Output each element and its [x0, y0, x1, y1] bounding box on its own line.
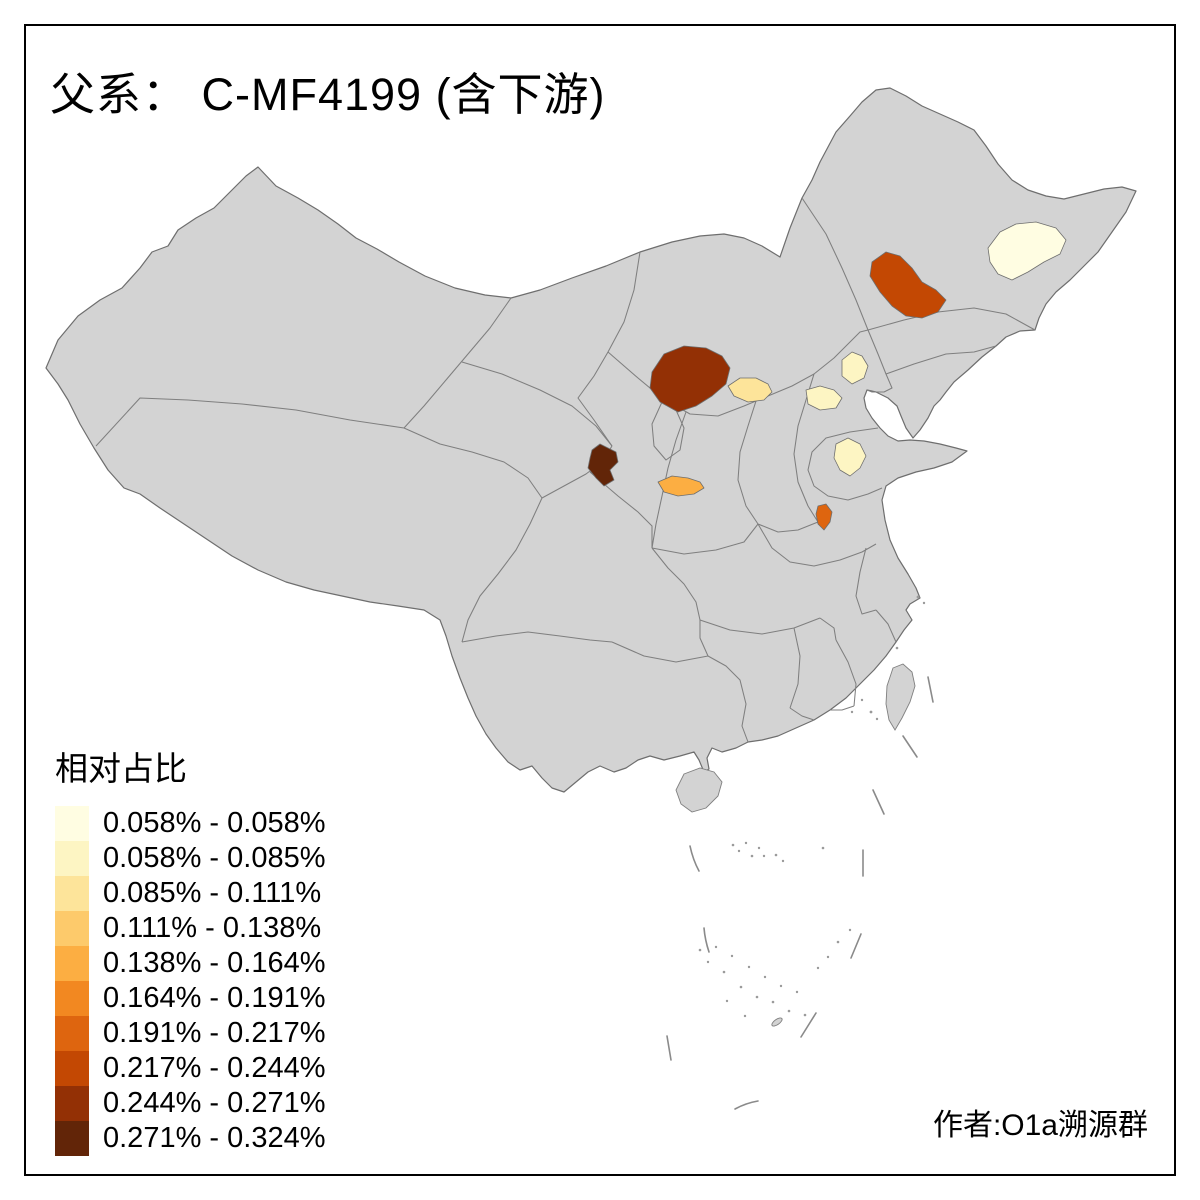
legend-item: 0.085% - 0.111%	[55, 876, 325, 911]
region-northeast-pale	[987, 221, 1067, 281]
legend-swatch	[55, 981, 89, 1016]
legend-label: 0.217% - 0.244%	[103, 1052, 326, 1084]
legend-label: 0.138% - 0.164%	[103, 947, 326, 979]
legend-swatch	[55, 876, 89, 911]
legend-item: 0.217% - 0.244%	[55, 1051, 325, 1086]
region-shandong	[833, 437, 867, 477]
legend-swatch	[55, 911, 89, 946]
legend-item: 0.164% - 0.191%	[55, 981, 325, 1016]
attribution-text: 作者:O1a溯源群	[932, 1109, 1148, 1142]
legend-label: 0.191% - 0.217%	[103, 1017, 326, 1049]
small-islands	[698, 595, 926, 1027]
region-central-gansu	[587, 443, 619, 487]
region-northeast-hebei	[841, 351, 869, 385]
legend-swatch	[55, 806, 89, 841]
region-central-hebei	[805, 385, 843, 411]
legend-item: 0.111% - 0.138%	[55, 911, 325, 946]
legend-item: 0.138% - 0.164%	[55, 946, 325, 981]
legend-swatch	[55, 1086, 89, 1121]
legend-title: 相对占比	[55, 750, 187, 787]
region-central-henan	[815, 503, 833, 531]
legend-item: 0.058% - 0.085%	[55, 841, 325, 876]
highlighted-regions	[587, 221, 1067, 531]
legend-item: 0.244% - 0.271%	[55, 1086, 325, 1121]
legend-label: 0.244% - 0.271%	[103, 1087, 326, 1119]
legend-label: 0.085% - 0.111%	[103, 877, 322, 909]
legend-label: 0.271% - 0.324%	[103, 1122, 326, 1154]
region-central-inner-mongolia	[727, 377, 773, 403]
legend-swatch	[55, 841, 89, 876]
china-mainland	[45, 87, 1137, 793]
legend-item: 0.058% - 0.058%	[55, 806, 325, 841]
region-east-gansu	[657, 475, 705, 497]
region-ordos	[649, 345, 731, 413]
legend-swatch	[55, 1016, 89, 1051]
map-title: 父系： C-MF4199 (含下游)	[50, 69, 606, 120]
legend: 相对占比 0.058% - 0.058% 0.058% - 0.085% 0.0…	[55, 742, 325, 1156]
sea-boundary-dashes	[666, 676, 934, 1110]
legend-swatch	[55, 946, 89, 981]
legend-swatch	[55, 1051, 89, 1086]
legend-label: 0.058% - 0.085%	[103, 842, 326, 874]
legend-label: 0.111% - 0.138%	[103, 912, 322, 944]
legend-item: 0.271% - 0.324%	[55, 1121, 325, 1156]
legend-swatch	[55, 1121, 89, 1156]
legend-label: 0.058% - 0.058%	[103, 807, 326, 839]
legend-label: 0.164% - 0.191%	[103, 982, 326, 1014]
province-borders	[95, 197, 1036, 743]
region-east-inner-mongolia	[869, 251, 947, 319]
legend-item: 0.191% - 0.217%	[55, 1016, 325, 1051]
hainan-island	[675, 767, 723, 813]
taiwan-island	[885, 663, 916, 731]
